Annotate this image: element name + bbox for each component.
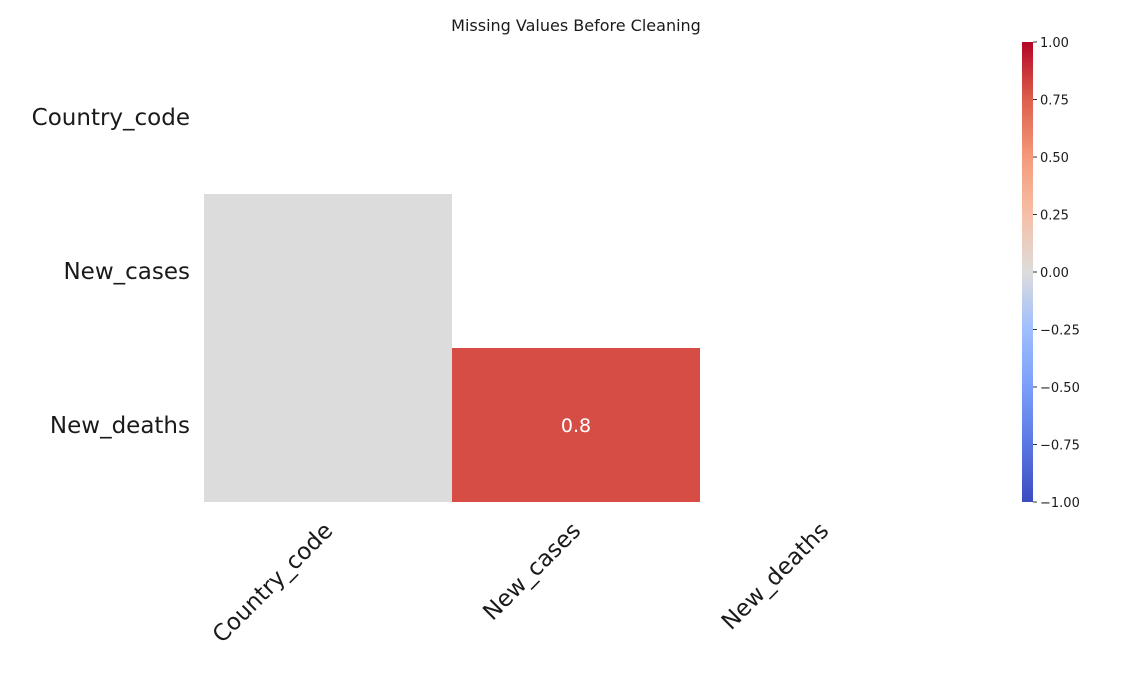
- row-label: Country_code: [32, 105, 190, 131]
- column-labels: Country_code New_cases New_deaths: [208, 518, 834, 648]
- colorbar-tick-label: 0.50: [1040, 151, 1069, 166]
- row-label: New_deaths: [50, 413, 190, 439]
- heatmap-cell: [204, 194, 452, 348]
- colorbar-tick-label: 1.00: [1040, 36, 1069, 51]
- colorbar-tick-label: 0.75: [1040, 94, 1069, 109]
- colorbar-tick-label: 0.25: [1040, 209, 1069, 224]
- colorbar-tick-label: 0.00: [1040, 266, 1069, 281]
- column-label: New_deaths: [717, 518, 834, 635]
- colorbar-tick-label: −0.25: [1040, 324, 1080, 339]
- colorbar: 1.00 0.75 0.50 0.25 0.00 −0.25 −0.50 −0.75 −1.00: [1022, 36, 1080, 511]
- colorbar-tick-label: −0.50: [1040, 381, 1080, 396]
- heatmap-cells: [204, 194, 700, 502]
- cell-annotations: 0.8: [561, 415, 591, 437]
- colorbar-tick-label: −0.75: [1040, 439, 1080, 454]
- heatmap-cell: [204, 348, 452, 502]
- heatmap-cell: [452, 348, 700, 502]
- cell-annotation: 0.8: [561, 415, 591, 437]
- row-label: New_cases: [63, 259, 190, 285]
- colorbar-gradient: [1022, 42, 1033, 502]
- colorbar-ticks: 1.00 0.75 0.50 0.25 0.00 −0.25 −0.50 −0.75 −1.00: [1033, 36, 1080, 511]
- colorbar-tick-label: −1.00: [1040, 496, 1080, 511]
- column-label: New_cases: [478, 518, 586, 626]
- chart-title: Missing Values Before Cleaning: [451, 16, 701, 35]
- row-labels: Country_code New_cases New_deaths: [32, 105, 190, 439]
- column-label: Country_code: [208, 518, 338, 648]
